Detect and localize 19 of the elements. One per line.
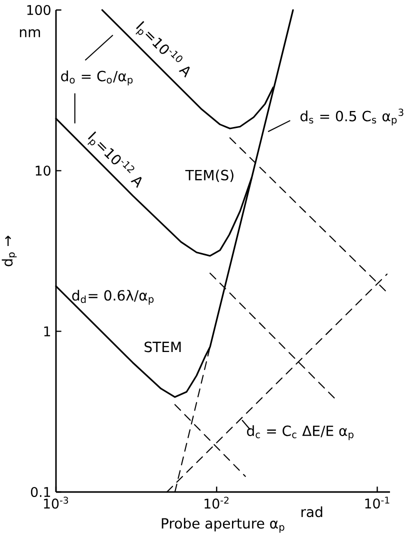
y-tick-label: 100 xyxy=(27,4,50,16)
x-tick-label: 10$^{-3}$ xyxy=(44,496,68,509)
x-tick-label: 10$^{-2}$ xyxy=(204,496,228,509)
annotation: I$_{p}$=10$^{-10}$ A xyxy=(136,21,190,78)
y-axis-title: d$_{p}$ → xyxy=(2,236,17,266)
y-tick-label: 1 xyxy=(44,326,50,336)
annotation: TEM(S) xyxy=(185,170,234,182)
text: rad xyxy=(301,506,322,518)
x-tick-label: 10$^{-1}$ xyxy=(365,496,390,509)
annotation: d$_{o}$ = C$_{o}$/α$_{p}$ xyxy=(61,70,133,86)
annotation: d$_{d}$= 0.6λ/α$_{p}$ xyxy=(72,290,154,305)
annotation: d$_{s}$ = 0.5 C$_{s}$ α$_{p}$3 xyxy=(300,108,404,126)
x-axis-title: Probe aperture α$_{p}$ xyxy=(162,518,284,533)
annotation: STEM xyxy=(144,342,181,352)
y-tick-label: 0.1 xyxy=(30,486,50,498)
text: nm xyxy=(20,29,40,38)
y-tick-label: 10 xyxy=(36,166,50,176)
annotation: d$_{c}$ = C$_{c}$ ΔE/E α$_{p}$ xyxy=(247,425,354,440)
annotation: I$_{p}$=10$^{-12}$ A xyxy=(88,131,142,188)
